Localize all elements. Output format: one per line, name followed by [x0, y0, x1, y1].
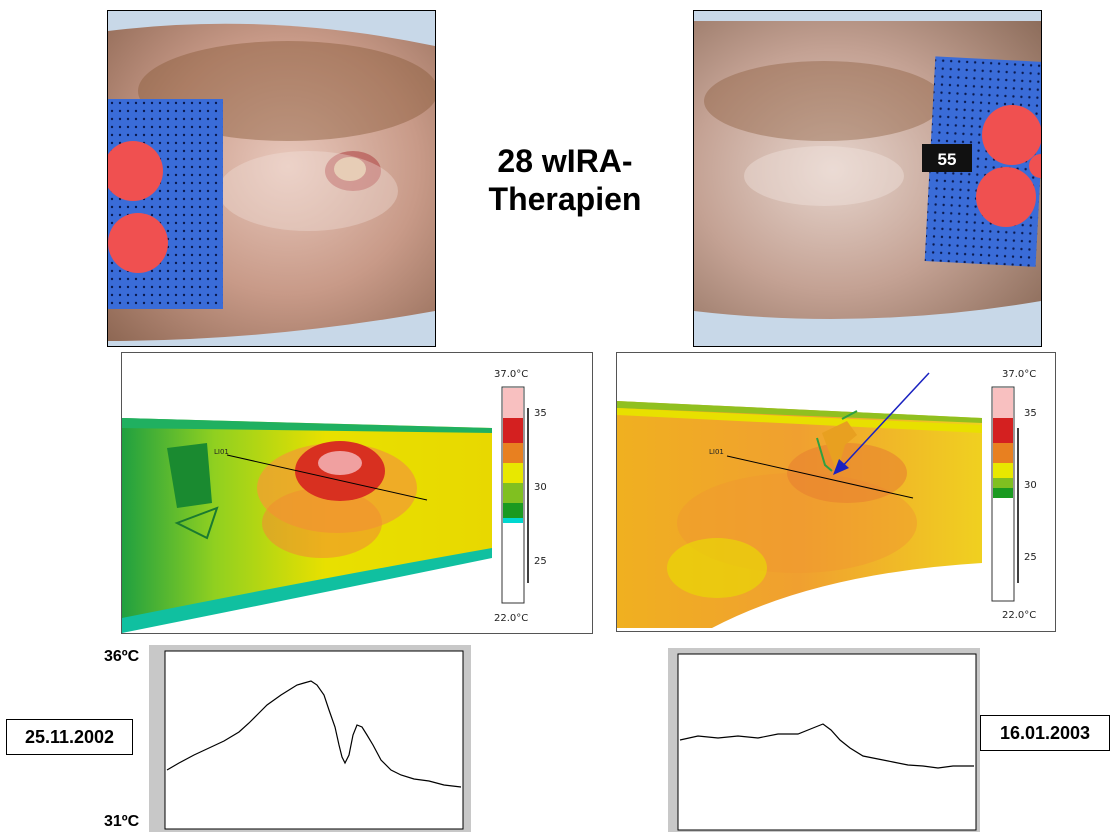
scale-min-before: 22.0°C — [494, 613, 528, 624]
title-line-2: Therapien — [488, 181, 642, 217]
photo-before-image — [108, 11, 435, 346]
thermogram-after: LI01 37.0°C 35 30 25 22.0°C — [616, 352, 1056, 632]
scale-min-after: 22.0°C — [1002, 610, 1036, 621]
profile-before-graph — [149, 645, 471, 832]
thermogram-before: LI01 37.0°C 35 30 25 22.0°C — [121, 352, 593, 634]
profile-before — [149, 645, 471, 832]
scale-tick-30-before: 30 — [534, 482, 547, 493]
thermogram-after-image: LI01 37.0°C 35 30 25 22.0°C — [617, 369, 1037, 628]
scale-tick-35-after: 35 — [1024, 408, 1037, 419]
thermogram-before-image: LI01 37.0°C 35 30 25 22.0°C — [122, 369, 547, 633]
line-label-before: LI01 — [214, 448, 229, 456]
date-after: 16.01.2003 — [980, 715, 1110, 751]
photo-after: 55 — [693, 10, 1042, 347]
date-before: 25.11.2002 — [6, 719, 133, 755]
profile-after-graph — [668, 648, 980, 832]
profile-after — [668, 648, 980, 832]
photo-before — [107, 10, 436, 347]
lesion-arrow — [838, 372, 930, 471]
scale-tick-25-before: 25 — [534, 556, 547, 567]
profile-axis-bottom: 31ºC — [104, 813, 140, 830]
photo-badge-number: 55 — [938, 150, 957, 169]
scale-tick-25-after: 25 — [1024, 552, 1037, 563]
scale-tick-30-after: 30 — [1024, 480, 1037, 491]
profile-axis-top: 36ºC — [104, 648, 140, 665]
photo-after-image: 55 — [694, 11, 1041, 346]
scale-tick-35-before: 35 — [534, 408, 547, 419]
title-line-1: 28 wIRA- — [497, 143, 633, 179]
scale-max-before: 37.0°C — [494, 369, 528, 380]
scale-max-after: 37.0°C — [1002, 369, 1036, 380]
therapy-title: 28 wIRA- Therapien — [470, 142, 660, 218]
line-label-after: LI01 — [709, 448, 724, 456]
